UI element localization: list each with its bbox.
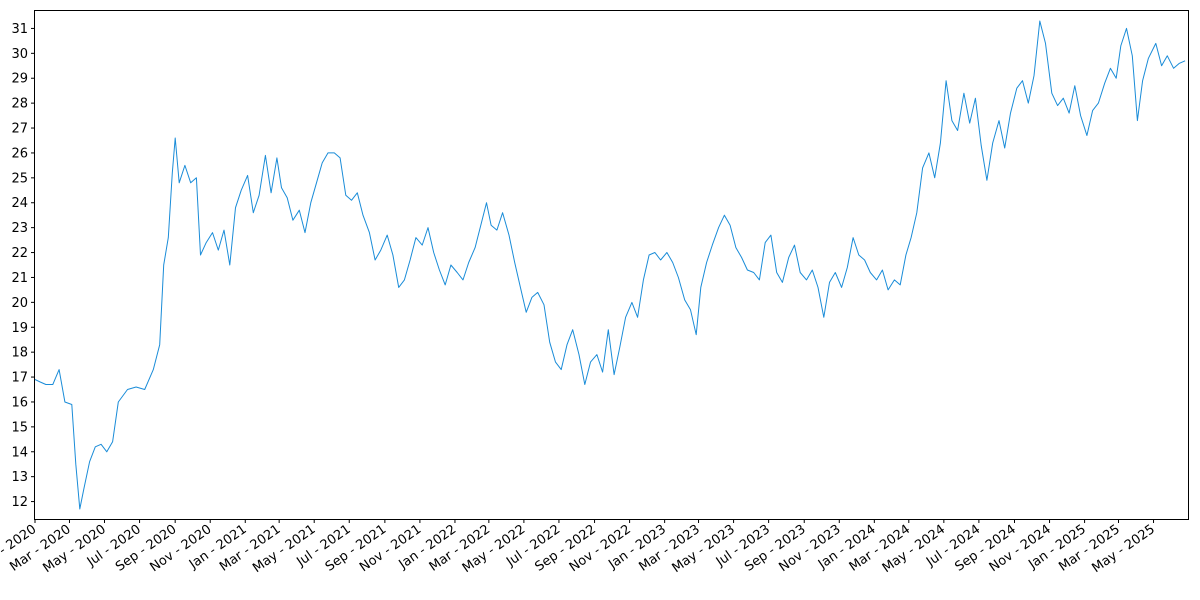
y-tick-label: 31 (11, 22, 28, 37)
y-tick-label: 15 (11, 420, 28, 435)
y-tick-label: 21 (11, 271, 28, 286)
series-line-0 (34, 20, 1186, 510)
y-tick-label: 13 (11, 470, 28, 485)
y-tick-label: 17 (11, 371, 28, 386)
y-tick-label: 14 (11, 445, 28, 460)
y-tick-label: 30 (11, 47, 28, 62)
y-tick-label: 29 (11, 72, 28, 87)
y-tick-label: 25 (11, 171, 28, 186)
y-tick-label: 27 (11, 122, 28, 137)
y-tick-label: 19 (11, 321, 28, 336)
y-tick-label: 16 (11, 395, 28, 410)
y-tick-label: 20 (11, 296, 28, 311)
y-tick-label: 23 (11, 221, 28, 236)
y-tick-label: 26 (11, 146, 28, 161)
series-group (34, 20, 1186, 510)
plot-frame (34, 10, 1189, 520)
y-tick-label: 12 (11, 495, 28, 510)
y-tick-label: 28 (11, 97, 28, 112)
y-tick-label: 18 (11, 346, 28, 361)
y-tick-label: 24 (11, 196, 28, 211)
y-tick-label: 22 (11, 246, 28, 261)
y-axis: 12 13 14 15 16 17 18 19 20 21 22 23 24 25 26 27 28 29 30 31 (11, 22, 35, 510)
